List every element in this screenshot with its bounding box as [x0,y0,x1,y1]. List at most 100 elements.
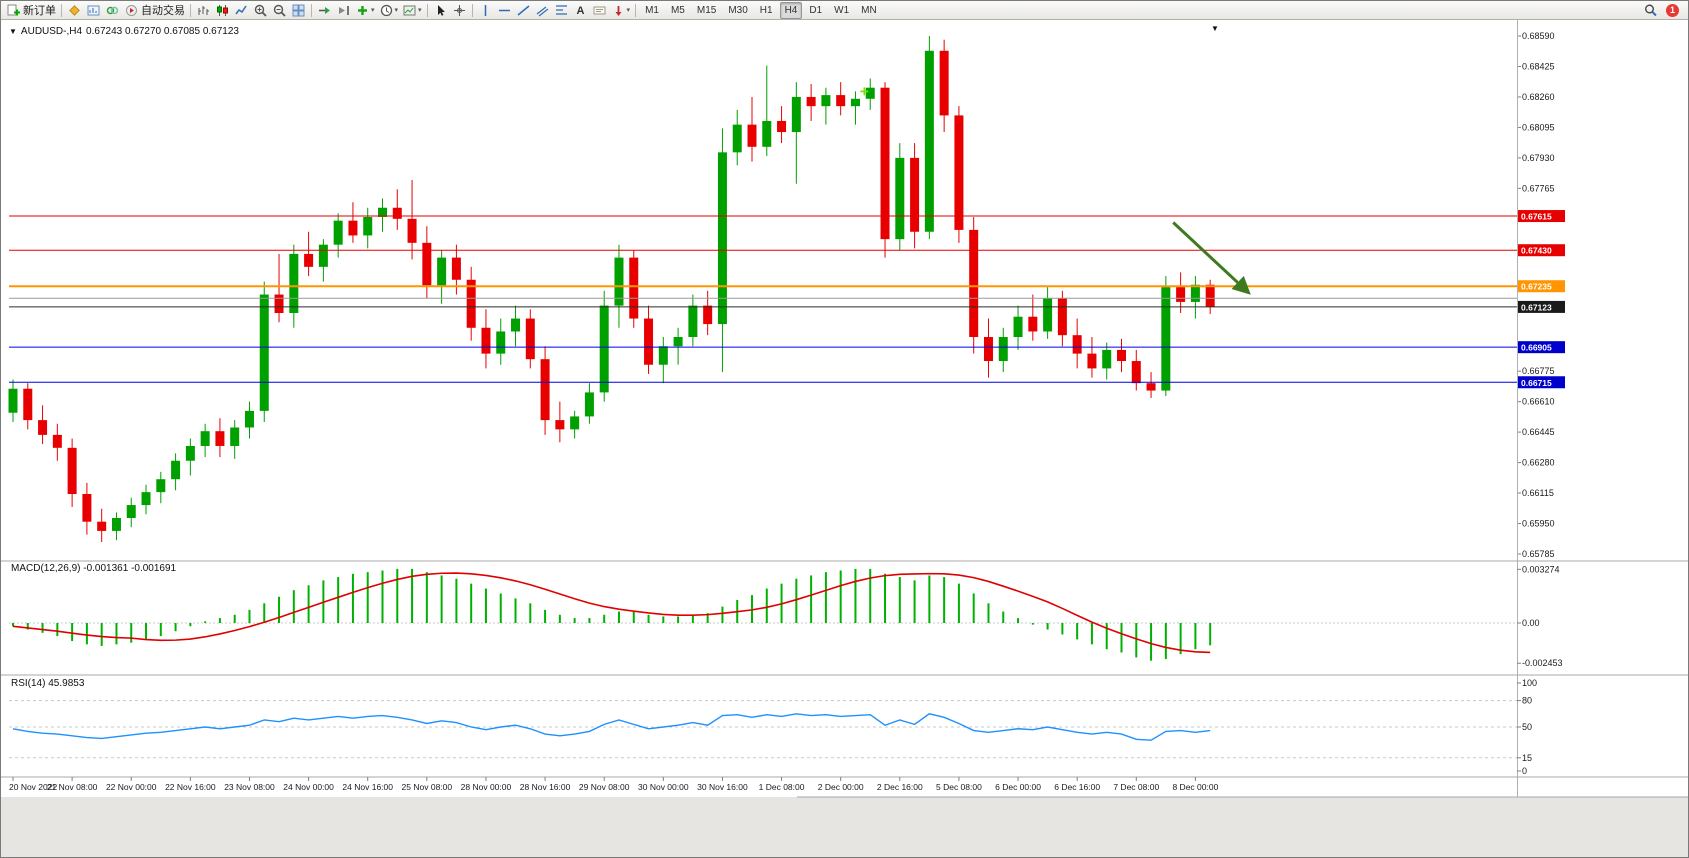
svg-text:0.67123: 0.67123 [1521,302,1552,312]
svg-text:25 Nov 08:00: 25 Nov 08:00 [402,782,453,792]
indicator-plus-icon [355,3,370,18]
bars-chart-type-button[interactable] [194,2,213,19]
chart-window-icon [86,3,101,18]
chart-title: ▼ AUDUSD-,H4 0.67243 0.67270 0.67085 0.6… [9,26,239,37]
bars-icon [196,3,211,18]
svg-text:1 Dec 08:00: 1 Dec 08:00 [759,782,805,792]
price-badge [1518,280,1565,293]
chart-dropdown-icon[interactable]: ▼ [9,27,17,36]
periods-button[interactable]: ▾ [377,2,401,19]
arrow-annotation[interactable] [1172,221,1251,295]
toolbar-separator [426,3,428,17]
indicators-button[interactable]: ▾ [353,2,377,19]
svg-text:21 Nov 08:00: 21 Nov 08:00 [47,782,98,792]
svg-text:0.67930: 0.67930 [1522,153,1555,163]
zoom-out-icon [272,3,287,18]
rsi-value: 45.9853 [48,678,85,689]
svg-text:7 Dec 08:00: 7 Dec 08:00 [1113,782,1159,792]
vertical-line-button[interactable] [476,2,495,19]
search-button[interactable] [1641,2,1660,19]
metaeditor-button[interactable] [103,2,122,19]
candles-chart-type-button[interactable] [213,2,232,19]
svg-text:A: A [576,5,584,17]
svg-text:0.66715: 0.66715 [1521,378,1552,388]
svg-text:0.66115: 0.66115 [1522,488,1554,498]
macd-panel-title: MACD(12,26,9) -0.001361 -0.001691 [11,563,176,574]
timeframe-h4-button[interactable]: H4 [779,1,803,19]
search-icon [1643,3,1658,18]
timeframe-m15-button[interactable]: M15 [696,4,717,16]
chart-window-button[interactable] [84,2,103,19]
autotrading-button[interactable]: 自动交易 [122,2,187,19]
template-icon [402,3,417,18]
text-tool-button[interactable]: A [571,2,590,19]
timeframe-d1-button[interactable]: D1 [809,4,823,16]
arrows-tool-button[interactable]: ▾ [609,2,633,19]
one-click-collapse-icon[interactable]: ▼ [1211,24,1219,33]
text-a-icon: A [573,3,588,18]
chevron-down-icon: ▾ [626,7,631,14]
rsi-title-label: RSI(14) [11,678,46,689]
candles-layer [8,36,1215,542]
svg-text:0.66610: 0.66610 [1522,397,1555,407]
chevron-down-icon: ▾ [371,7,375,14]
new-order-button[interactable]: 新订单 [4,2,58,19]
templates-button[interactable]: ▾ [400,2,424,19]
fibonacci-button[interactable] [552,2,571,19]
text-label-button[interactable] [590,2,609,19]
svg-text:0.66445: 0.66445 [1522,427,1555,437]
svg-text:100: 100 [1522,678,1537,688]
macd-signal-line [12,572,1211,654]
svg-text:0.00: 0.00 [1522,618,1540,628]
zoom-in-icon [253,3,268,18]
macd-title-label: MACD(12,26,9) [11,563,81,574]
cursor-button[interactable] [431,2,450,19]
chart-background[interactable] [1,20,1689,797]
diamond-icon [67,3,82,18]
svg-text:22 Nov 00:00: 22 Nov 00:00 [106,782,157,792]
doc-plus-icon [6,3,21,18]
svg-text:0.65785: 0.65785 [1522,549,1555,559]
chart-shift-button[interactable] [334,2,353,19]
autoscroll-icon [317,3,332,18]
rsi-panel-title: RSI(14) 45.9853 [11,678,84,689]
equidistant-channel-button[interactable] [533,2,552,19]
timeframe-m30-button[interactable]: M30 [728,4,748,16]
svg-text:28 Nov 00:00: 28 Nov 00:00 [461,782,512,792]
timeframe-h1-button[interactable]: H1 [759,4,773,16]
zoom-out-button[interactable] [270,2,289,19]
svg-text:0.66280: 0.66280 [1522,458,1555,468]
toolbar-separator [190,3,191,17]
bottom-strip [1,797,1688,857]
notification-badge[interactable]: 1 [1666,3,1679,17]
timeframe-mn-button[interactable]: MN [861,4,877,16]
profiles-button[interactable] [65,2,84,19]
svg-text:0.65950: 0.65950 [1522,519,1555,529]
svg-text:22 Nov 16:00: 22 Nov 16:00 [165,782,216,792]
toolbar: 新订单 自动交易 ▾ ▾ ▾ A ▾ M1 M5 M15 M30 H1 H4 D1 W1 MN 1 [1,1,1688,20]
tile-windows-button[interactable] [289,2,308,19]
zoom-in-button[interactable] [251,2,270,19]
trendline-button[interactable] [514,2,533,19]
timeframe-m5-button[interactable]: M5 [670,4,685,16]
horizontal-line-button[interactable] [495,2,514,19]
timeframe-m1-button[interactable]: M1 [645,4,659,16]
new-order-label: 新订单 [23,5,56,17]
timeframe-w1-button[interactable]: W1 [834,4,850,16]
svg-text:23 Nov 08:00: 23 Nov 08:00 [224,782,275,792]
line-chart-type-button[interactable] [232,2,251,19]
crosshair-button[interactable] [450,2,469,19]
svg-text:0.67430: 0.67430 [1521,246,1552,256]
svg-text:0.68590: 0.68590 [1522,31,1555,41]
price-badge [1518,341,1565,354]
svg-text:0.68095: 0.68095 [1522,122,1555,132]
price-badge [1518,210,1565,223]
svg-text:8 Dec 00:00: 8 Dec 00:00 [1172,782,1218,792]
shift-icon [336,3,351,18]
toolbar-separator [311,3,312,17]
autotrading-label: 自动交易 [141,5,185,17]
svg-text:0.67765: 0.67765 [1522,183,1555,193]
auto-scroll-button[interactable] [315,2,334,19]
